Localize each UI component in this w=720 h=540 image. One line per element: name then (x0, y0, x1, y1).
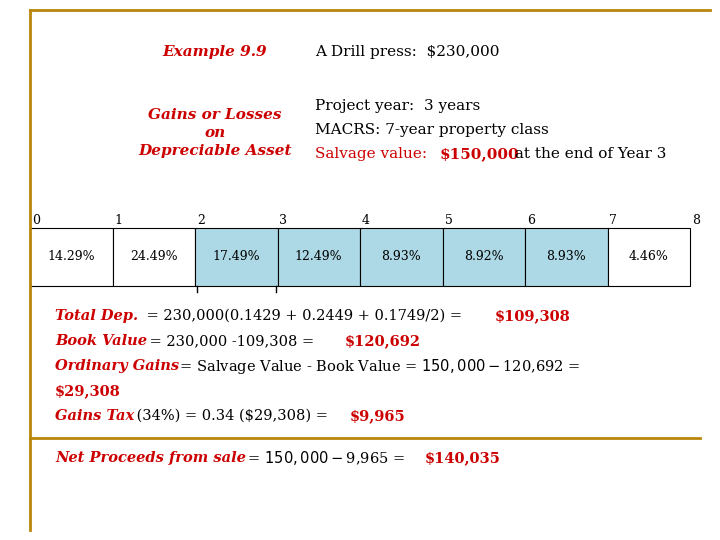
Text: Example 9.9: Example 9.9 (163, 45, 267, 59)
Bar (277, 228, 360, 286)
Text: $9,965: $9,965 (350, 409, 406, 423)
Text: 5: 5 (444, 214, 452, 227)
Text: Ordinary Gains: Ordinary Gains (55, 359, 179, 373)
Text: at the end of Year 3: at the end of Year 3 (510, 147, 667, 161)
Text: = $150,000 - $9,965 =: = $150,000 - $9,965 = (243, 449, 407, 467)
Text: = 230,000 -109,308 =: = 230,000 -109,308 = (145, 334, 319, 348)
Bar (112, 228, 195, 286)
Text: 12.49%: 12.49% (295, 251, 343, 264)
Text: Depreciable Asset: Depreciable Asset (138, 144, 292, 158)
Text: MACRS: 7-year property class: MACRS: 7-year property class (315, 123, 549, 137)
Bar (608, 228, 690, 286)
Text: A Drill press:  $230,000: A Drill press: $230,000 (315, 45, 500, 59)
Text: Total Dep.: Total Dep. (55, 309, 138, 323)
Text: Salvage value:: Salvage value: (315, 147, 437, 161)
Text: 3: 3 (279, 214, 287, 227)
Text: 7: 7 (610, 214, 617, 227)
Text: 17.49%: 17.49% (212, 251, 260, 264)
Text: Gains or Losses: Gains or Losses (148, 108, 282, 122)
Text: 2: 2 (197, 214, 205, 227)
Text: 4: 4 (362, 214, 370, 227)
Text: 8: 8 (692, 214, 700, 227)
Text: $150,000: $150,000 (440, 147, 520, 161)
Text: 24.49%: 24.49% (130, 251, 178, 264)
Text: 8.93%: 8.93% (546, 251, 586, 264)
Text: 6: 6 (527, 214, 535, 227)
Text: (34%) = 0.34 ($29,308) =: (34%) = 0.34 ($29,308) = (132, 409, 333, 423)
Bar (360, 228, 443, 286)
Text: on: on (204, 126, 225, 140)
Text: 14.29%: 14.29% (48, 251, 95, 264)
Text: $120,692: $120,692 (345, 334, 421, 348)
Text: 8.92%: 8.92% (464, 251, 503, 264)
Bar (525, 228, 608, 286)
Text: Book Value: Book Value (55, 334, 147, 348)
Text: $140,035: $140,035 (425, 451, 501, 465)
Text: Gains Tax: Gains Tax (55, 409, 134, 423)
Text: Project year:  3 years: Project year: 3 years (315, 99, 480, 113)
Text: Net Proceeds from sale: Net Proceeds from sale (55, 451, 246, 465)
Bar (30, 228, 112, 286)
Text: 8.93%: 8.93% (382, 251, 421, 264)
Text: = 230,000(0.1429 + 0.2449 + 0.1749/2) =: = 230,000(0.1429 + 0.2449 + 0.1749/2) = (142, 309, 467, 323)
Text: 0: 0 (32, 214, 40, 227)
Text: = Salvage Value - Book Value = $150,000 - $120,692 =: = Salvage Value - Book Value = $150,000 … (175, 356, 580, 375)
Text: $109,308: $109,308 (495, 309, 571, 323)
Bar (443, 228, 525, 286)
Text: 1: 1 (114, 214, 122, 227)
Bar (195, 228, 277, 286)
Text: $29,308: $29,308 (55, 384, 121, 398)
Text: 4.46%: 4.46% (629, 251, 669, 264)
